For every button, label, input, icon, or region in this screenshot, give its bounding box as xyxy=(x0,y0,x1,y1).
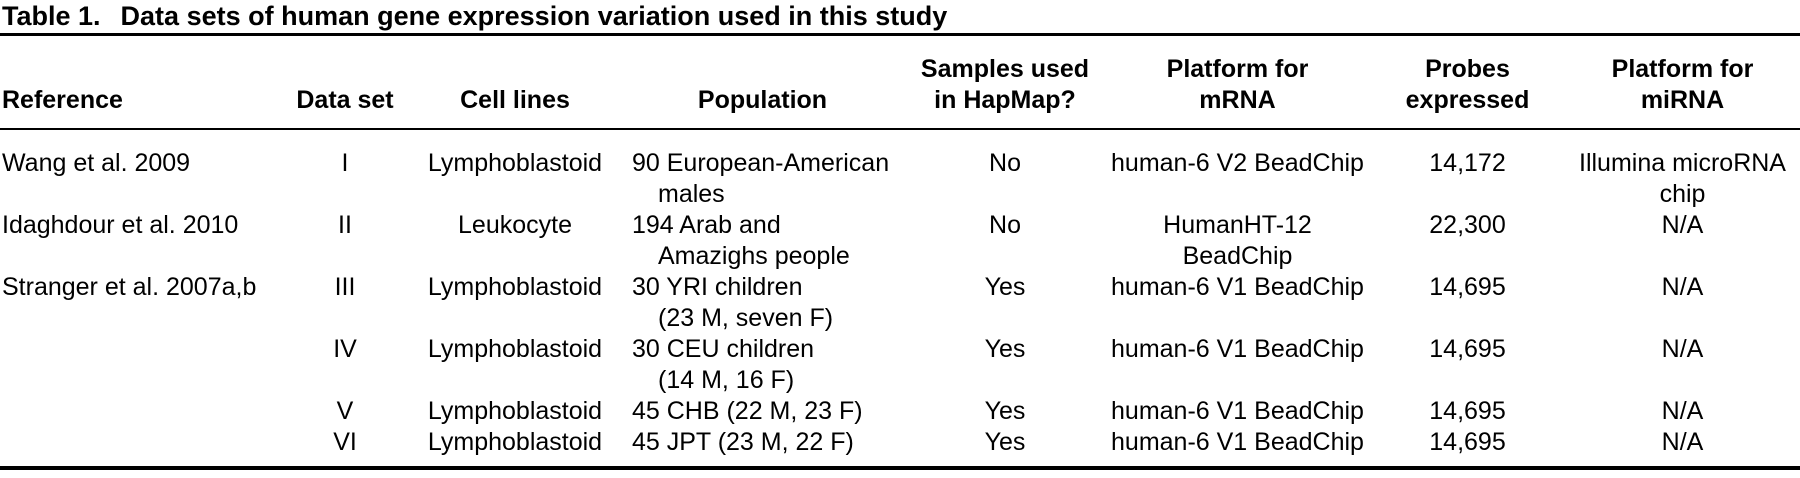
population-line: Amazighs people xyxy=(658,242,850,270)
cell-probes-expressed: 14,695 xyxy=(1429,397,1506,425)
mirna-line: N/A xyxy=(1661,335,1704,363)
cell-hapmap: Yes xyxy=(984,428,1026,456)
cell-population: 45 JPT (23 M, 22 F) xyxy=(620,427,905,468)
population-line: 90 European-American xyxy=(632,149,890,177)
mirna-line: Illumina microRNA xyxy=(1579,149,1786,177)
cell-cell-lines: Lymphoblastoid xyxy=(427,335,603,363)
header-line: Population xyxy=(697,86,828,114)
table-row: V Lymphoblastoid 45 CHB (22 M, 23 F) Yes… xyxy=(0,396,1800,427)
table-body: Wang et al. 2009 I Lymphoblastoid 90 Eur… xyxy=(0,129,1800,468)
cell-platform-mirna: N/A xyxy=(1565,272,1800,334)
header-line: miRNA xyxy=(1640,86,1725,114)
header-line: expressed xyxy=(1405,86,1530,114)
table-row: IV Lymphoblastoid 30 CEU children (14 M, … xyxy=(0,334,1800,396)
cell-platform-mrna: human-6 V1 BeadChip xyxy=(1111,335,1364,363)
cell-population: 90 European-American males xyxy=(620,129,905,210)
cell-reference: Idaghdour et al. 2010 xyxy=(2,211,239,239)
mirna-line: chip xyxy=(1659,180,1706,208)
cell-cell-lines: Leukocyte xyxy=(458,211,572,239)
cell-platform-mirna: N/A xyxy=(1565,427,1800,468)
cell-platform-mirna: N/A xyxy=(1565,210,1800,272)
cell-probes-expressed: 22,300 xyxy=(1429,211,1506,239)
column-header-probes-expressed: Probes expressed xyxy=(1370,34,1565,130)
mirna-line: N/A xyxy=(1661,211,1704,239)
cell-reference xyxy=(0,334,280,396)
cell-cell-lines: Lymphoblastoid xyxy=(427,149,603,177)
cell-probes-expressed: 14,695 xyxy=(1429,428,1506,456)
cell-platform-mrna: human-6 V1 BeadChip xyxy=(1111,397,1364,425)
column-header-data-set: Data set xyxy=(280,34,410,130)
header-line: in HapMap? xyxy=(934,86,1076,114)
population-line: males xyxy=(658,180,725,208)
cell-data-set: I xyxy=(341,149,349,177)
cell-hapmap: No xyxy=(989,211,1021,239)
cell-cell-lines: Lymphoblastoid xyxy=(427,273,603,301)
cell-population: 194 Arab and Amazighs people xyxy=(620,210,905,272)
cell-population: 30 YRI children (23 M, seven F) xyxy=(620,272,905,334)
cell-hapmap: Yes xyxy=(984,335,1026,363)
mirna-line: N/A xyxy=(1661,273,1704,301)
cell-hapmap: No xyxy=(989,149,1021,177)
header-line: Platform for xyxy=(1166,55,1309,83)
header-line: Reference xyxy=(2,86,123,114)
cell-population: 45 CHB (22 M, 23 F) xyxy=(620,396,905,427)
cell-platform-mirna: N/A xyxy=(1565,334,1800,396)
table-row: Idaghdour et al. 2010 II Leukocyte 194 A… xyxy=(0,210,1800,272)
cell-cell-lines: Lymphoblastoid xyxy=(427,397,603,425)
header-line: Cell lines xyxy=(460,86,570,114)
header-line: Probes xyxy=(1425,55,1510,83)
population-line: (14 M, 16 F) xyxy=(658,366,795,394)
population-line: 194 Arab and xyxy=(632,211,781,239)
cell-platform-mrna: human-6 V1 BeadChip xyxy=(1111,428,1364,456)
table-caption: Data sets of human gene expression varia… xyxy=(120,1,948,31)
table-row: Wang et al. 2009 I Lymphoblastoid 90 Eur… xyxy=(0,129,1800,210)
column-header-platform-mirna: Platform for miRNA xyxy=(1565,34,1800,130)
header-line: Data set xyxy=(296,86,394,114)
cell-probes-expressed: 14,695 xyxy=(1429,335,1506,363)
header-row: Reference Data set Cell lines Population… xyxy=(0,34,1800,130)
cell-platform-mirna: Illumina microRNA chip xyxy=(1565,129,1800,210)
table-header: Reference Data set Cell lines Population… xyxy=(0,34,1800,130)
table-number-label: Table 1. xyxy=(2,1,101,31)
cell-reference: Wang et al. 2009 xyxy=(2,149,191,177)
table-row: VI Lymphoblastoid 45 JPT (23 M, 22 F) Ye… xyxy=(0,427,1800,468)
cell-hapmap: Yes xyxy=(984,273,1026,301)
population-line: 45 CHB (22 M, 23 F) xyxy=(632,397,863,425)
cell-platform-mrna: human-6 V2 BeadChip xyxy=(1111,149,1364,177)
header-line: Platform for xyxy=(1611,55,1754,83)
cell-population: 30 CEU children (14 M, 16 F) xyxy=(620,334,905,396)
column-header-hapmap: Samples used in HapMap? xyxy=(905,34,1105,130)
mirna-line: N/A xyxy=(1661,428,1704,456)
cell-platform-mirna: N/A xyxy=(1565,396,1800,427)
datasets-table: Reference Data set Cell lines Population… xyxy=(0,33,1800,470)
mirna-line: N/A xyxy=(1661,397,1704,425)
cell-reference xyxy=(0,427,280,468)
population-line: (23 M, seven F) xyxy=(658,304,834,332)
population-line: 30 CEU children xyxy=(632,335,815,363)
cell-reference xyxy=(0,396,280,427)
column-header-reference: Reference xyxy=(0,34,280,130)
column-header-population: Population xyxy=(620,34,905,130)
cell-probes-expressed: 14,695 xyxy=(1429,273,1506,301)
cell-hapmap: Yes xyxy=(984,397,1026,425)
cell-platform-mrna: human-6 V1 BeadChip xyxy=(1111,273,1364,301)
table-row: Stranger et al. 2007a,b III Lymphoblasto… xyxy=(0,272,1800,334)
cell-cell-lines: Lymphoblastoid xyxy=(427,428,603,456)
table-title: Table 1. Data sets of human gene expressi… xyxy=(0,0,1800,31)
cell-platform-mrna: HumanHT-12 BeadChip xyxy=(1163,211,1312,270)
cell-data-set: IV xyxy=(333,335,357,363)
cell-data-set: II xyxy=(338,211,352,239)
header-line: Samples used xyxy=(920,55,1090,83)
cell-data-set: III xyxy=(334,273,356,301)
population-line: 30 YRI children xyxy=(632,273,803,301)
cell-data-set: VI xyxy=(333,428,357,456)
column-header-cell-lines: Cell lines xyxy=(410,34,620,130)
cell-reference: Stranger et al. 2007a,b xyxy=(2,273,257,301)
population-line: 45 JPT (23 M, 22 F) xyxy=(632,428,854,456)
cell-probes-expressed: 14,172 xyxy=(1429,149,1506,177)
column-header-platform-mrna: Platform for mRNA xyxy=(1105,34,1370,130)
header-line: mRNA xyxy=(1199,86,1276,114)
cell-data-set: V xyxy=(336,397,354,425)
